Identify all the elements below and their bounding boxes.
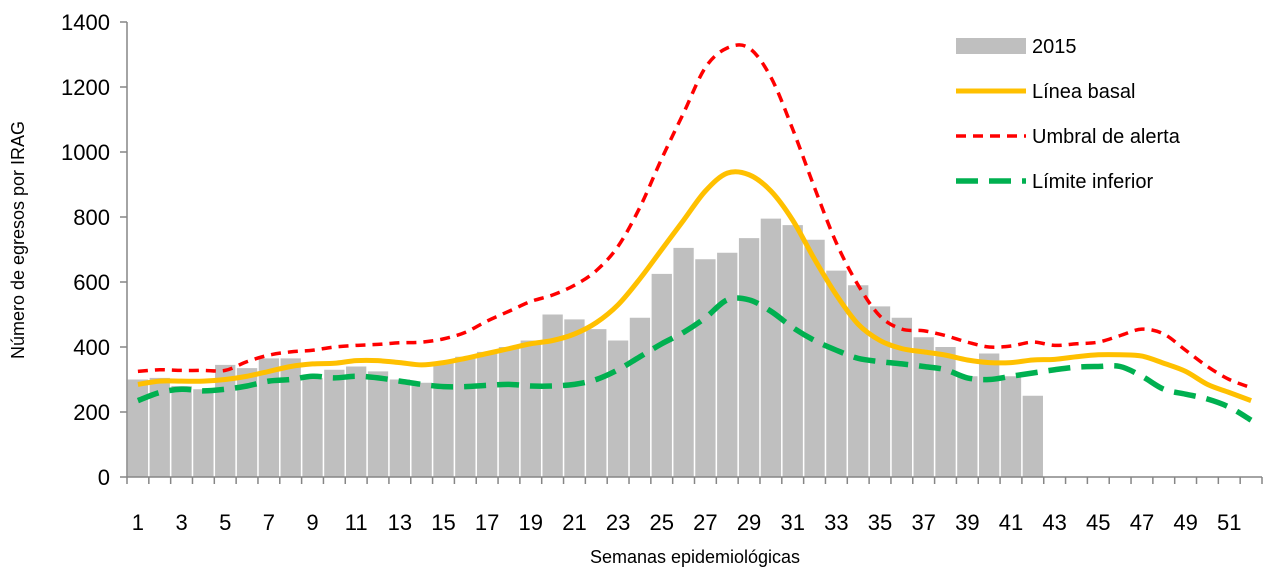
- bar-week-27: [695, 259, 716, 477]
- series-line-l-mite-inferior: [136, 295, 1253, 423]
- lines-layer: [136, 43, 1253, 423]
- bar-week-40: [979, 353, 1000, 477]
- bar-week-39: [957, 376, 978, 477]
- bar-week-25: [651, 273, 672, 478]
- bar-week-16: [455, 356, 476, 477]
- bar-week-9: [302, 377, 323, 478]
- bar-week-7: [258, 358, 280, 478]
- legend-label: Umbral de alerta: [1032, 126, 1181, 148]
- legend-swatch-bar: [956, 38, 1026, 54]
- x-tick-label: 9: [306, 510, 318, 535]
- bar-week-10: [324, 369, 345, 477]
- bar-week-42: [1022, 395, 1043, 477]
- bar-week-33: [826, 270, 847, 478]
- bar-week-28: [717, 252, 738, 477]
- bar-week-21: [564, 319, 585, 478]
- x-tick-label: 29: [737, 510, 761, 535]
- bar-week-14: [411, 382, 432, 477]
- x-tick-label: 5: [219, 510, 231, 535]
- x-tick-label: 47: [1130, 510, 1154, 535]
- legend-label: 2015: [1032, 36, 1077, 58]
- bar-week-32: [804, 239, 825, 477]
- x-tick-label: 37: [911, 510, 935, 535]
- x-tick-label: 21: [562, 510, 586, 535]
- bar-week-29: [738, 238, 760, 478]
- x-tick-label: 23: [606, 510, 630, 535]
- bar-week-5: [215, 364, 236, 478]
- x-tick-label: 13: [388, 510, 412, 535]
- legend-label: Línea basal: [1032, 81, 1135, 103]
- x-tick-label: 15: [431, 510, 455, 535]
- y-tick-label: 1200: [61, 75, 110, 100]
- series-line-umbral-de-alerta: [137, 43, 1252, 390]
- bar-week-19: [520, 340, 541, 477]
- x-tick-label: 49: [1173, 510, 1197, 535]
- bar-week-11: [346, 366, 367, 477]
- bar-week-38: [935, 347, 956, 477]
- x-tick-label: 41: [999, 510, 1023, 535]
- x-tick-label: 7: [263, 510, 275, 535]
- y-tick-label: 1000: [61, 140, 110, 165]
- x-tick-label: 11: [345, 510, 368, 535]
- bar-week-6: [236, 368, 258, 478]
- bar-week-37: [913, 337, 934, 477]
- series-line-l-nea-basal: [137, 169, 1252, 403]
- bar-week-35: [869, 306, 891, 478]
- x-tick-label: 3: [175, 510, 187, 535]
- y-tick-label: 800: [73, 205, 110, 230]
- x-tick-label: 51: [1217, 510, 1241, 535]
- bar-week-17: [476, 351, 498, 478]
- bar-week-4: [193, 389, 214, 477]
- x-axis-title: Semanas epidemiológicas: [590, 547, 800, 567]
- x-tick-label: 31: [780, 510, 804, 535]
- bar-week-1: [127, 379, 149, 477]
- y-tick-label: 400: [73, 335, 110, 360]
- bar-week-13: [389, 379, 410, 477]
- bar-week-20: [542, 314, 563, 477]
- y-axis-title: Número de egresos por IRAG: [8, 121, 28, 359]
- x-tick-label: 19: [519, 510, 543, 535]
- x-tick-label: 27: [693, 510, 717, 535]
- legend: 2015 Línea basal Umbral de alerta Límite in…: [956, 36, 1181, 193]
- x-tick-label: 39: [955, 510, 979, 535]
- bar-week-30: [760, 218, 782, 478]
- bar-week-18: [498, 347, 520, 477]
- bar-week-36: [891, 317, 913, 477]
- x-tick-label: 1: [132, 510, 144, 535]
- y-tick-label: 0: [98, 465, 110, 490]
- bar-week-31: [782, 225, 803, 477]
- x-tick-label: 35: [868, 510, 892, 535]
- legend-label: Límite inferior: [1032, 171, 1153, 193]
- y-tick-label: 600: [73, 270, 110, 295]
- bar-week-12: [367, 371, 389, 478]
- y-tick-label: 200: [73, 400, 110, 425]
- bar-week-2: [149, 377, 170, 478]
- x-tick-label: 17: [475, 510, 499, 535]
- x-tick-label: 25: [650, 510, 674, 535]
- y-tick-label: 1400: [61, 10, 110, 35]
- bar-week-8: [280, 358, 301, 478]
- bar-week-15: [433, 361, 454, 478]
- bar-week-26: [673, 247, 694, 478]
- bar-week-24: [629, 317, 651, 477]
- bar-week-23: [607, 340, 629, 477]
- bar-week-3: [171, 386, 192, 477]
- bar-week-41: [1000, 376, 1022, 477]
- bar-week-34: [848, 285, 869, 477]
- x-tick-label: 43: [1042, 510, 1066, 535]
- bar-week-22: [586, 329, 607, 478]
- x-tick-label: 45: [1086, 510, 1110, 535]
- x-tick-label: 33: [824, 510, 848, 535]
